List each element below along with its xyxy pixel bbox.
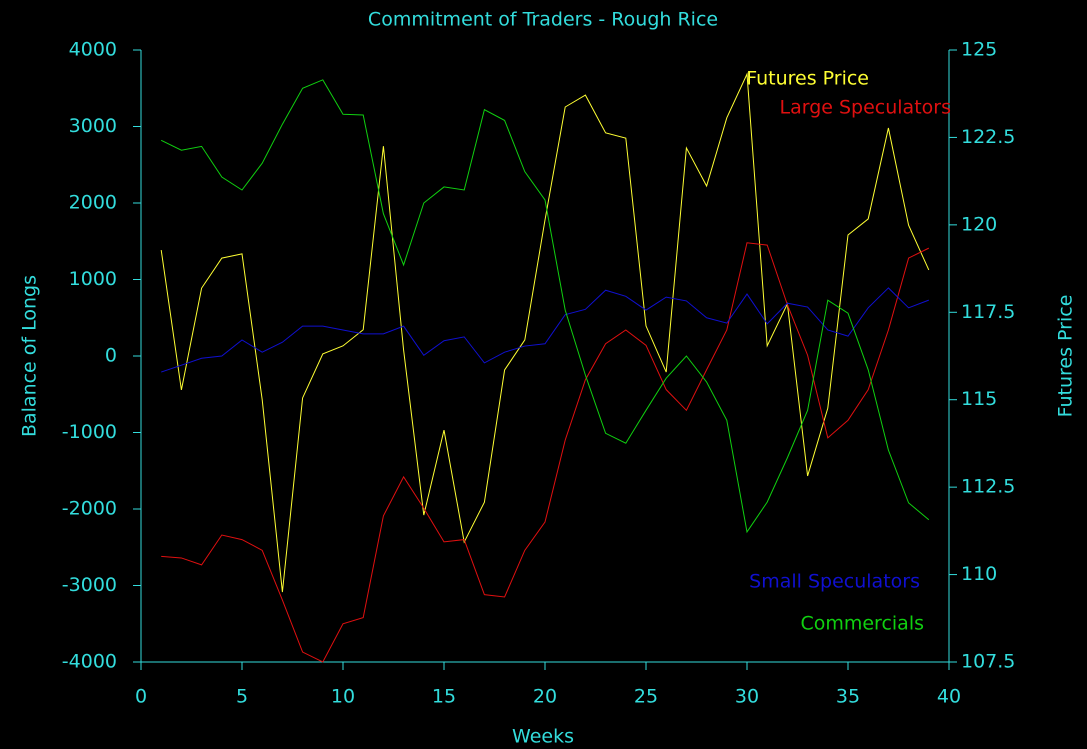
y2-axis-label: Futures Price <box>1055 295 1077 418</box>
x-axis-label: Weeks <box>512 726 574 748</box>
y2-tick-label: 110 <box>961 563 997 585</box>
x-tick-label: 40 <box>937 686 961 708</box>
series-line <box>160 72 930 593</box>
y-axis-label: Balance of Longs <box>19 275 41 437</box>
legend-entry: Futures Price <box>746 68 869 90</box>
series-line <box>161 242 930 663</box>
x-tick-label: 0 <box>135 686 147 708</box>
y2-tick-label: 117.5 <box>961 301 1015 323</box>
y2-tick-label: 107.5 <box>961 651 1015 673</box>
x-tick-label: 10 <box>331 686 355 708</box>
series-line <box>160 79 930 534</box>
chart-title: Commitment of Traders - Rough Rice <box>368 9 718 31</box>
y2-tick-label: 125 <box>961 39 997 61</box>
y-tick-label: 1000 <box>69 268 117 290</box>
y-tick-label: -3000 <box>62 574 117 596</box>
x-tick-label: 35 <box>836 686 860 708</box>
y-tick-label: 2000 <box>69 192 117 214</box>
y2-tick-label: 122.5 <box>961 126 1015 148</box>
y-tick-label: -4000 <box>62 651 117 673</box>
y-tick-label: -1000 <box>62 421 117 443</box>
x-tick-label: 25 <box>634 686 658 708</box>
legend-entry: Small Speculators <box>749 571 920 593</box>
legend-entry: Large Speculators <box>779 97 951 119</box>
y-tick-label: 4000 <box>69 39 117 61</box>
x-tick-label: 15 <box>432 686 456 708</box>
x-tick-label: 5 <box>236 686 248 708</box>
y-tick-label: 3000 <box>69 115 117 137</box>
legend-entry: Commercials <box>800 613 924 635</box>
y2-tick-label: 115 <box>961 388 997 410</box>
y2-tick-label: 120 <box>961 213 997 235</box>
x-tick-label: 20 <box>533 686 557 708</box>
y-tick-label: 0 <box>105 345 117 367</box>
y2-tick-label: 112.5 <box>961 476 1015 498</box>
y-tick-label: -2000 <box>62 498 117 520</box>
series-line <box>161 287 929 373</box>
x-tick-label: 30 <box>735 686 759 708</box>
